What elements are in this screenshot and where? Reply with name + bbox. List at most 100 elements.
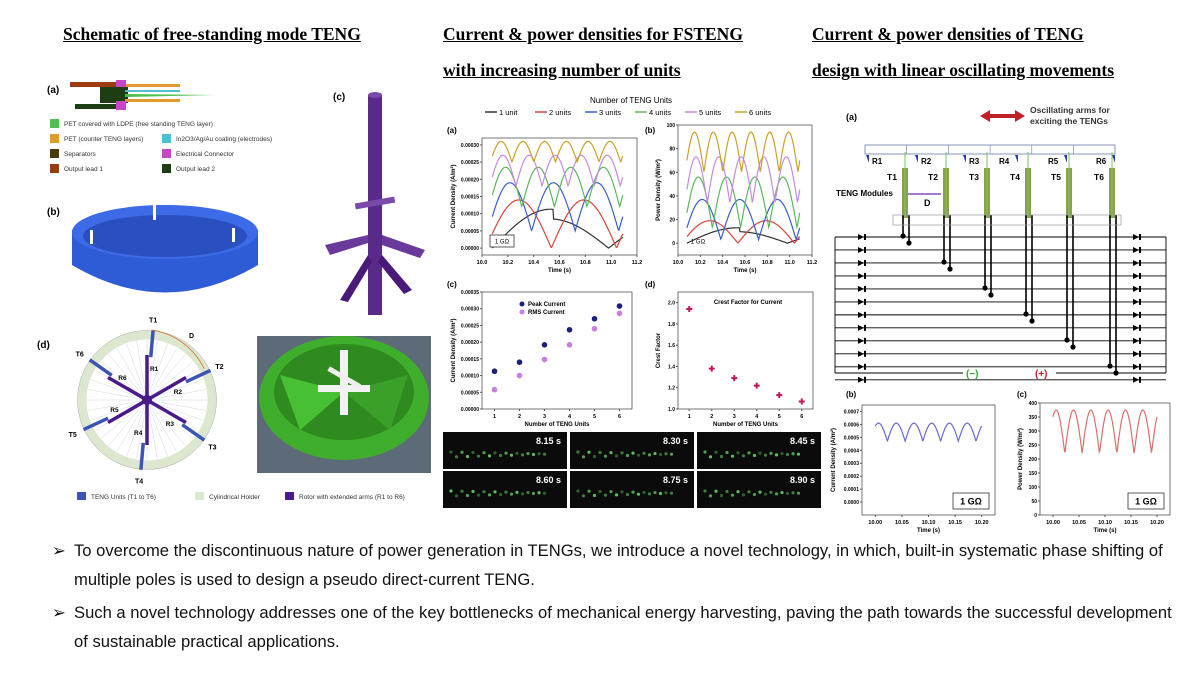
led-dot — [758, 451, 762, 455]
load-box — [952, 492, 990, 510]
legend-swatch — [50, 119, 59, 128]
led-dot — [653, 490, 657, 495]
legend-label: Cylindrical Holder — [209, 494, 261, 501]
legend-swatch — [50, 134, 59, 143]
grid-spoke — [108, 399, 148, 447]
svg-text:(c): (c) — [333, 92, 345, 103]
teng-label: T1 — [887, 172, 897, 182]
teng-label: T3 — [208, 444, 216, 451]
diode-icon — [1133, 324, 1139, 331]
series-line — [686, 220, 801, 244]
rotor-arrow-icon — [1064, 155, 1067, 163]
data-point — [591, 325, 598, 332]
junction-dot — [941, 259, 947, 265]
x-tick-label: 10.10 — [922, 520, 936, 526]
x-tick-label: 6 — [800, 414, 803, 420]
led-dot — [730, 454, 735, 458]
distance-label: D — [189, 333, 194, 340]
grid-spoke — [146, 347, 178, 401]
svg-text:Number of TENG Units: Number of TENG Units — [590, 96, 672, 105]
led-dot — [647, 492, 652, 496]
legend-label: 2 units — [549, 108, 571, 117]
summary-bullets: ➢ To overcome the discontinuous nature of… — [52, 536, 1182, 656]
y-tick-label: 0.00015 — [461, 357, 479, 363]
led-dot — [658, 491, 663, 496]
holder-outline — [77, 330, 217, 470]
legend-label: 6 units — [749, 108, 771, 117]
led-dot — [725, 450, 729, 455]
led-dot — [498, 453, 503, 458]
led-dot — [471, 489, 475, 494]
y-tick-label: 150 — [1029, 471, 1038, 477]
led-dot — [642, 490, 646, 494]
rotor-label: R6 — [1096, 157, 1107, 166]
cylindrical-holder-drawing: (b) — [47, 205, 258, 293]
diode-icon — [1133, 337, 1139, 344]
led-dot — [780, 451, 784, 456]
diode-icon — [1133, 350, 1139, 357]
y-tick-label: 350 — [1029, 415, 1038, 421]
grid-spoke — [126, 399, 148, 457]
y-tick-label: 1.8 — [668, 322, 675, 328]
diode-icon — [858, 298, 864, 305]
title-right-1: Current & power densities of TENG — [812, 24, 1084, 44]
y-tick-label: 0.00000 — [461, 246, 479, 252]
svg-text:(b): (b) — [47, 207, 60, 218]
led-dot — [719, 493, 724, 498]
y-tick-label: 1.0 — [668, 407, 675, 413]
led-dot — [531, 452, 536, 457]
x-tick-label: 10.15 — [1124, 520, 1138, 526]
teng-unit — [88, 358, 113, 377]
led-dot — [592, 454, 597, 459]
x-tick-label: 10.20 — [975, 520, 989, 526]
svg-text:(+): (+) — [1035, 369, 1048, 380]
led-dot — [664, 452, 668, 456]
led-dot — [504, 451, 508, 455]
x-tick-label: 5 — [778, 414, 781, 420]
rotor-drawing: (c) — [325, 92, 425, 315]
svg-text:D: D — [924, 198, 931, 208]
x-tick-label: 10.10 — [1098, 520, 1112, 526]
junction-dot — [947, 266, 953, 272]
diode-icon — [1133, 234, 1139, 240]
legend-label: Crest Factor for Current — [714, 300, 782, 306]
series-line — [686, 227, 800, 244]
led-dot — [620, 490, 624, 494]
data-point — [776, 392, 783, 399]
y-tick-label: 40 — [669, 194, 675, 200]
diode-icon — [858, 363, 864, 370]
data-point — [541, 356, 548, 363]
y-tick-label: 0.00010 — [461, 374, 479, 380]
x-tick-label: 2 — [710, 414, 713, 420]
x-tick-label: 11.0 — [784, 260, 794, 266]
led-dot — [714, 489, 718, 493]
y-tick-label: 0 — [672, 241, 675, 247]
x-tick-label: 10.2 — [502, 260, 513, 266]
data-point — [686, 306, 693, 313]
teng-label: T6 — [76, 352, 84, 359]
legend-label: Output lead 1 — [64, 166, 103, 173]
x-tick-label: 3 — [733, 414, 736, 420]
x-tick-label: 10.4 — [717, 260, 729, 266]
legend-label: 4 units — [649, 108, 671, 117]
x-tick-label: 10.6 — [740, 260, 751, 266]
led-dot — [725, 489, 729, 494]
y-tick-label: 1.4 — [668, 364, 675, 370]
led-dot — [493, 490, 497, 494]
panel-label: (c) — [1017, 390, 1027, 399]
x-tick-label: 10.8 — [762, 260, 773, 266]
diode-icon — [858, 350, 864, 357]
grid-spoke — [146, 343, 168, 401]
grid-spoke — [146, 399, 178, 453]
led-dot — [520, 453, 525, 457]
diode-bar — [1139, 285, 1141, 292]
diode-icon — [858, 337, 864, 344]
led-dot — [460, 450, 464, 454]
series-line — [686, 198, 801, 242]
led-dot — [542, 452, 547, 456]
series-line — [491, 140, 624, 164]
junction-dot — [906, 240, 912, 246]
legend-label: 5 units — [699, 108, 721, 117]
x-tick-label: 4 — [568, 414, 572, 420]
